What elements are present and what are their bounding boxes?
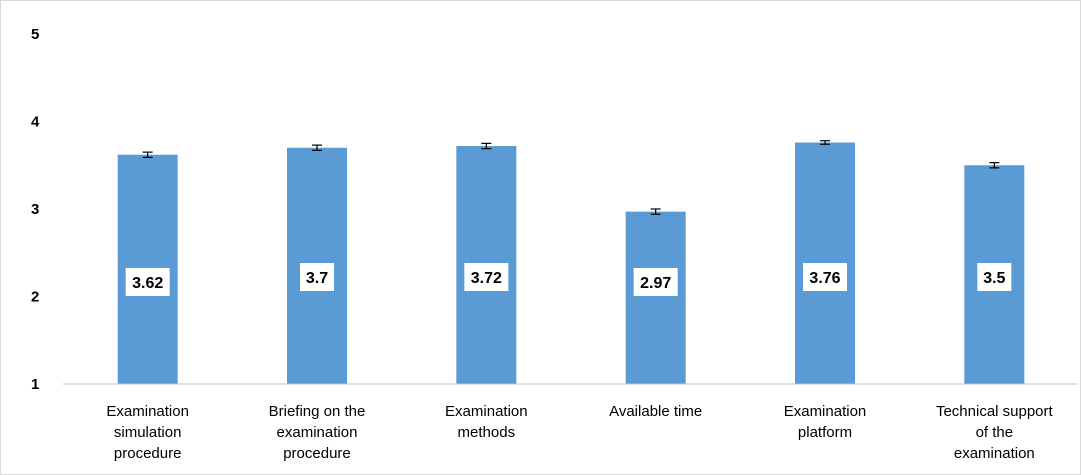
data-label-4: 2.97: [633, 268, 678, 296]
data-labels-group: 3.62 3.7 3.72 2.97 3.76 3.5: [125, 263, 1012, 296]
data-label-5: 3.76: [803, 263, 847, 291]
svg-text:3.76: 3.76: [809, 270, 840, 287]
x-tick-label-1: Examination simulation procedure: [106, 403, 189, 462]
bar-4: [625, 211, 686, 384]
error-bar-6: [989, 162, 1000, 169]
svg-text:3.5: 3.5: [983, 270, 1005, 287]
error-bar-5: [820, 140, 830, 145]
error-bar-1: [142, 151, 153, 158]
y-axis-tick-labels: 1 2 3 4 5: [31, 26, 40, 393]
error-bars-group: [142, 140, 1000, 215]
bars-group: [117, 142, 1025, 384]
x-tick-label-4: Available time: [609, 403, 702, 420]
data-label-6: 3.5: [977, 263, 1012, 291]
x-tick-label-3: Examination methods: [445, 403, 528, 441]
x-tick-label-2: Briefing on the examination procedure: [269, 403, 366, 462]
x-tick-label-6: Technical support of the examination: [936, 403, 1054, 462]
y-tick-label-1: 1: [31, 376, 39, 393]
error-bar-2: [312, 144, 322, 151]
y-tick-label-2: 2: [31, 289, 39, 306]
svg-text:2.97: 2.97: [640, 275, 671, 292]
y-tick-label-4: 4: [31, 114, 40, 131]
data-label-2: 3.7: [300, 263, 334, 291]
y-tick-label-5: 5: [31, 26, 39, 43]
svg-text:3.7: 3.7: [306, 270, 328, 287]
error-bar-4: [650, 208, 661, 215]
error-bar-3: [481, 142, 492, 150]
svg-text:3.62: 3.62: [132, 275, 163, 292]
data-label-3: 3.72: [464, 263, 509, 291]
x-axis-tick-labels: Examination simulation procedure Briefing o…: [106, 403, 1053, 462]
y-tick-label-3: 3: [31, 201, 39, 218]
data-label-1: 3.62: [125, 268, 170, 296]
x-tick-label-5: Examination platform: [784, 403, 867, 441]
svg-text:3.72: 3.72: [471, 270, 502, 287]
